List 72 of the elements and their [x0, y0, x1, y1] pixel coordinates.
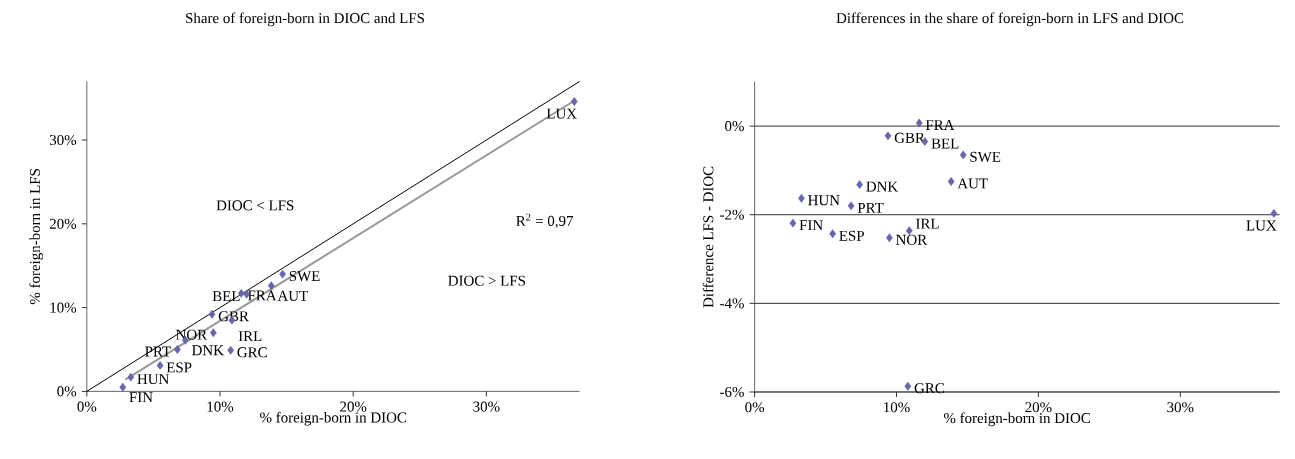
annotation: ESP: [839, 230, 864, 241]
point: [1270, 209, 1278, 218]
annotation: SWE: [289, 271, 320, 282]
x-tick-label: 20%: [1025, 402, 1052, 413]
annotation: HUN: [137, 374, 169, 385]
y-tick-label: 10%: [50, 302, 77, 313]
y-axis-title: % foreign-born in LFS: [29, 169, 44, 305]
point: [119, 382, 127, 392]
annotation: IRL: [916, 218, 939, 229]
annotation: NOR: [896, 234, 928, 245]
annotation: NOR: [176, 329, 208, 340]
annotation: HUN: [808, 195, 840, 206]
annotation: BEL: [931, 138, 959, 149]
x-tick-label: 0%: [745, 402, 765, 413]
y-tick-label: 20%: [49, 218, 77, 229]
point: [798, 193, 805, 203]
y-tick-label: -2%: [720, 209, 744, 220]
x-tick-label: 10%: [207, 401, 234, 412]
point: [886, 233, 893, 243]
annotation: LUX: [1246, 220, 1277, 231]
annotation: AUT: [277, 290, 308, 301]
annotation: R$^{2}$ = 0,97: [516, 213, 574, 229]
annotation: DIOC < LFS: [216, 200, 294, 211]
annotation: PRT: [857, 202, 884, 213]
annotation: LUX: [546, 108, 577, 119]
x-tick-label: 30%: [1167, 402, 1194, 413]
annotation: AUT: [957, 178, 988, 189]
annotation: SWE: [970, 151, 1001, 162]
y-tick-label: 0%: [57, 386, 77, 397]
point: [959, 150, 967, 160]
annotation: DNK: [192, 345, 224, 356]
point: [947, 177, 955, 186]
annotation: ESP: [166, 362, 192, 373]
point: [789, 218, 797, 228]
x-tick-label: 20%: [340, 401, 367, 412]
point: [915, 118, 923, 128]
annotation: GRC: [914, 383, 944, 394]
point: [127, 372, 135, 382]
annotation: FIN: [129, 392, 153, 403]
point: [267, 281, 275, 291]
point: [904, 381, 912, 391]
point: [884, 131, 892, 141]
chart-title: Differences in the share of foreign-born in LFS and DIOC: [836, 12, 1184, 27]
annotation: FIN: [799, 220, 823, 231]
annotation: FRA: [247, 290, 277, 301]
y-tick-label: -4%: [720, 298, 744, 309]
point: [279, 269, 286, 279]
annotation: GBR: [894, 132, 925, 143]
point: [227, 345, 235, 355]
annotation: FRA: [925, 120, 955, 130]
point: [570, 97, 578, 106]
annotation: DIOC > LFS: [448, 275, 525, 286]
x-tick-label: 10%: [884, 402, 910, 413]
point: [209, 328, 217, 338]
y-tick-label: -6%: [720, 386, 744, 398]
point: [174, 345, 181, 354]
y-axis-title: Difference LFS - DIOC: [702, 166, 714, 308]
y-tick-label: 0%: [725, 121, 744, 132]
annotation: IRL: [238, 331, 262, 342]
x-tick-label: 30%: [473, 401, 500, 412]
point: [829, 229, 836, 239]
point: [208, 309, 216, 319]
y-tick-label: 30%: [49, 134, 77, 146]
point: [856, 180, 863, 189]
chart-title: Share of foreign-born in DIOC and LFS: [186, 12, 425, 27]
x-axis-title: % foreign-born in DIOC: [260, 411, 407, 426]
annotation: DNK: [866, 181, 899, 192]
annotation: GRC: [237, 347, 267, 358]
x-tick-label: 0%: [77, 401, 97, 412]
point: [156, 361, 164, 370]
point: [847, 201, 855, 211]
x-axis-title: % foreign-born in DIOC: [943, 412, 1090, 427]
